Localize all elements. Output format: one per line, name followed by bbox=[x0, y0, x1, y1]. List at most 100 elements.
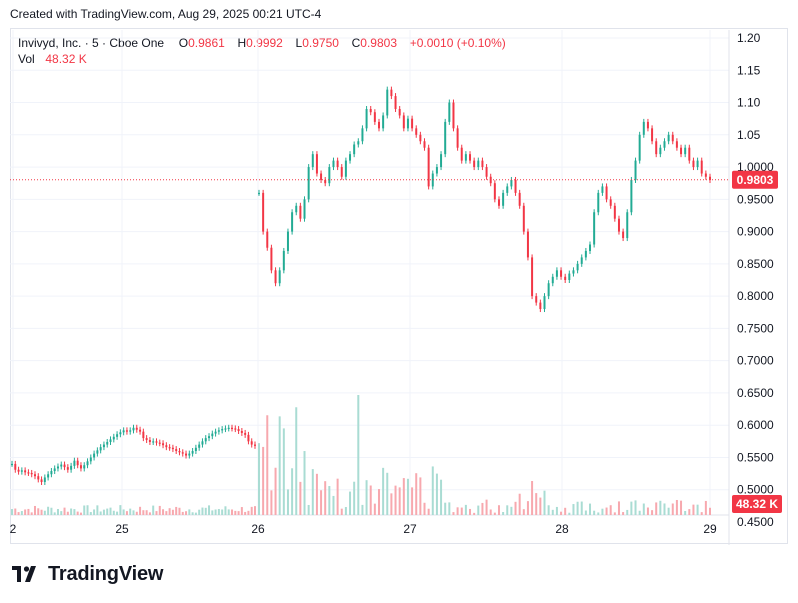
vol-row: Vol 48.32 K bbox=[18, 52, 87, 66]
candle-main-body bbox=[663, 141, 666, 148]
candle-pre-body bbox=[73, 460, 76, 466]
candle-main-body bbox=[696, 160, 699, 168]
chart-panel[interactable] bbox=[10, 28, 788, 544]
volume-bar bbox=[165, 511, 168, 515]
volume-bar bbox=[692, 504, 695, 515]
volume-bar bbox=[250, 506, 253, 515]
candle-main-body bbox=[295, 205, 298, 213]
volume-bar bbox=[139, 506, 142, 515]
volume-bar bbox=[129, 508, 132, 515]
volume-bar bbox=[328, 486, 331, 515]
candle-main-body bbox=[675, 141, 678, 148]
candle-main-body bbox=[580, 257, 583, 264]
candle-main-body bbox=[617, 218, 620, 232]
candle-pre-body bbox=[102, 444, 105, 448]
candle-pre-body bbox=[145, 438, 148, 441]
volume-bar bbox=[148, 512, 151, 515]
tradingview-logo-icon bbox=[12, 566, 36, 582]
candle-pre-body bbox=[188, 453, 191, 456]
candle-main-body bbox=[320, 173, 323, 180]
volume-bar bbox=[568, 512, 571, 515]
high-label: H bbox=[237, 36, 247, 50]
candle-pre-body bbox=[142, 431, 145, 439]
volume-bar bbox=[17, 512, 20, 515]
volume-bar bbox=[66, 511, 69, 515]
candle-main-body bbox=[593, 212, 596, 245]
volume-bar bbox=[572, 504, 575, 515]
candle-main-body bbox=[576, 263, 579, 271]
y-tick-label: 0.6000 bbox=[737, 418, 774, 432]
low-value: 0.9750 bbox=[302, 36, 339, 50]
candle-pre-body bbox=[30, 472, 33, 475]
candle-main-body bbox=[493, 183, 496, 200]
candle-main-body bbox=[456, 128, 459, 148]
y-tick-label: 0.9000 bbox=[737, 225, 774, 239]
volume-bar bbox=[27, 508, 30, 515]
y-tick-label: 1.20 bbox=[737, 31, 761, 45]
volume-bar bbox=[30, 512, 33, 515]
volume-bar bbox=[237, 511, 240, 515]
volume-bar bbox=[102, 509, 105, 515]
volume-bar bbox=[489, 509, 492, 515]
candle-main-body bbox=[589, 244, 592, 251]
volume-bar bbox=[258, 443, 260, 515]
candle-main-body bbox=[460, 147, 463, 161]
volume-bar bbox=[485, 499, 488, 515]
candle-main-body bbox=[324, 179, 327, 184]
candle-main-body bbox=[373, 112, 376, 122]
candle-pre-body bbox=[152, 441, 155, 443]
close-label: C bbox=[351, 36, 361, 50]
volume-bar bbox=[208, 505, 211, 515]
candle-main-body bbox=[704, 173, 707, 177]
candle-main-body bbox=[353, 144, 356, 155]
volume-bar bbox=[675, 499, 678, 515]
candle-main-body bbox=[440, 154, 443, 168]
candle-main-body bbox=[560, 270, 563, 277]
volume-bar bbox=[502, 511, 505, 515]
candle-main-body bbox=[340, 167, 343, 177]
y-tick-label: 0.5000 bbox=[737, 483, 774, 497]
volume-bar bbox=[254, 506, 256, 515]
volume-bar bbox=[60, 511, 63, 515]
volume-bar bbox=[50, 507, 53, 515]
candle-pre-body bbox=[247, 434, 250, 442]
candle-pre-body bbox=[60, 464, 63, 467]
volume-bar bbox=[135, 511, 138, 515]
volume-bar bbox=[659, 500, 662, 515]
volume-bar bbox=[191, 512, 194, 515]
volume-bar bbox=[99, 511, 102, 515]
candle-main-body bbox=[659, 147, 662, 155]
volume-bar bbox=[152, 505, 155, 515]
volume-bar bbox=[188, 509, 191, 515]
volume-bar bbox=[240, 507, 243, 515]
last-price-badge bbox=[732, 170, 778, 189]
y-tick-label: 1.15 bbox=[737, 63, 761, 77]
volume-bar bbox=[155, 511, 158, 515]
candle-main-body bbox=[667, 134, 670, 142]
volume-bar bbox=[336, 478, 339, 515]
candle-pre-body bbox=[24, 470, 27, 473]
candle-pre-body bbox=[254, 444, 256, 446]
candle-pre-body bbox=[86, 461, 89, 466]
volume-bar bbox=[377, 489, 380, 515]
candle-pre-body bbox=[119, 432, 122, 435]
volume-bar bbox=[11, 509, 13, 515]
candle-pre-body bbox=[93, 453, 96, 458]
candle-main-body bbox=[526, 231, 529, 258]
candle-main-body bbox=[531, 257, 534, 297]
created-with-text: Created with TradingView.com, Aug 29, 20… bbox=[10, 7, 322, 21]
x-tick-label: 28 bbox=[555, 522, 569, 536]
candle-main-body bbox=[680, 147, 683, 155]
candle-pre-body bbox=[198, 444, 201, 448]
volume-bar bbox=[204, 507, 207, 515]
y-tick-label: 0.8000 bbox=[737, 289, 774, 303]
candle-pre-body bbox=[79, 465, 82, 469]
candle-main-body bbox=[551, 276, 554, 284]
candle-main-body bbox=[419, 134, 422, 142]
volume-bar bbox=[497, 505, 500, 515]
candle-main-body bbox=[398, 108, 401, 116]
candle-main-body bbox=[622, 231, 625, 239]
candle-pre-body bbox=[162, 443, 165, 446]
candle-main-body bbox=[382, 115, 385, 129]
